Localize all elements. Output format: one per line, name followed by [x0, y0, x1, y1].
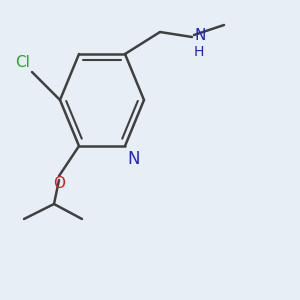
- Text: N: N: [127, 150, 140, 168]
- Text: H: H: [194, 45, 204, 59]
- Text: Cl: Cl: [15, 55, 30, 70]
- Text: N: N: [194, 28, 206, 43]
- Text: O: O: [53, 176, 65, 191]
